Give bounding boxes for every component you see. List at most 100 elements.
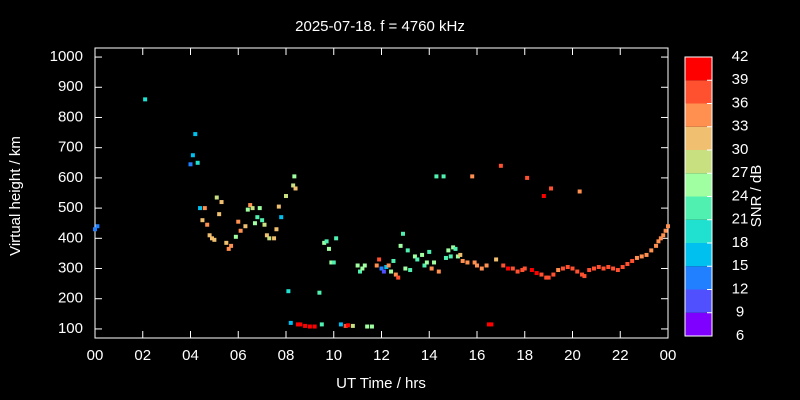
point (264, 233, 269, 238)
plot-frame (94, 47, 669, 339)
point (292, 174, 297, 179)
point (95, 224, 100, 229)
point (666, 224, 670, 229)
colorbar-band (685, 243, 712, 267)
x-tick-label: 00 (660, 347, 677, 364)
point (472, 260, 477, 265)
point (274, 227, 279, 232)
y-tick-label: 800 (58, 108, 83, 125)
point (501, 263, 506, 268)
point (639, 254, 644, 259)
colorbar-tick-label: 33 (732, 118, 749, 135)
point (429, 266, 434, 271)
point (286, 289, 291, 294)
point (522, 266, 527, 271)
point (369, 324, 374, 329)
colorbar-band (685, 196, 712, 220)
point (229, 243, 234, 248)
colorbar-tick-label: 39 (732, 71, 749, 88)
point (506, 266, 511, 271)
point (560, 266, 565, 271)
point (661, 233, 666, 238)
point (634, 255, 639, 260)
y-tick-label: 700 (58, 139, 83, 156)
point (295, 322, 300, 327)
point (214, 195, 219, 200)
y-axis-label: Virtual height / km (7, 136, 24, 256)
point (324, 239, 329, 244)
point (520, 268, 525, 273)
point (293, 186, 298, 191)
point (658, 236, 663, 241)
point (358, 269, 363, 274)
point (510, 266, 515, 271)
point (465, 260, 470, 265)
point (284, 194, 288, 199)
point (233, 234, 238, 239)
point (260, 218, 265, 223)
point (446, 248, 451, 253)
point (656, 239, 661, 244)
colorbar-tick-label: 18 (732, 234, 749, 251)
point (245, 207, 250, 212)
y-tick-label: 200 (58, 290, 83, 307)
point (143, 97, 148, 102)
point (360, 266, 365, 271)
point (276, 204, 281, 209)
colorbar-tick-label: 9 (736, 304, 744, 321)
point (338, 322, 343, 327)
point (611, 266, 616, 271)
point (587, 268, 592, 273)
point (350, 323, 355, 328)
point (663, 228, 668, 233)
colorbar-band (685, 57, 712, 81)
y-tick-label: 1000 (50, 48, 83, 65)
point (212, 237, 217, 242)
point (188, 162, 193, 167)
y-tick-label: 900 (58, 78, 83, 95)
x-tick-label: 12 (373, 347, 390, 364)
point (379, 266, 384, 271)
point (556, 268, 561, 273)
x-tick-label: 14 (421, 347, 438, 364)
point (346, 323, 351, 328)
point (453, 246, 458, 251)
point (644, 252, 649, 257)
chart-title: 2025-07-18. f = 4760 kHz (295, 18, 465, 35)
point (544, 275, 549, 280)
point (546, 275, 551, 280)
point (625, 261, 630, 266)
point (190, 153, 195, 158)
point (93, 227, 97, 232)
point (534, 271, 539, 276)
x-axis-label: UT Time / hrs (336, 375, 426, 392)
colorbar-tick-label: 36 (732, 94, 749, 111)
colorbar-band (685, 150, 712, 174)
point (427, 249, 432, 254)
point (226, 246, 231, 251)
point (479, 266, 484, 271)
point (257, 206, 262, 211)
point (489, 322, 494, 327)
colorbar-label: SNR / dB (748, 165, 765, 228)
point (596, 265, 601, 270)
point (443, 255, 448, 260)
point (279, 215, 284, 220)
point (312, 324, 317, 329)
point (195, 160, 200, 165)
y-tick-label: 500 (58, 199, 83, 216)
y-tick-label: 400 (58, 229, 83, 246)
point (606, 265, 611, 270)
point (393, 272, 398, 277)
point (577, 189, 582, 194)
point (549, 186, 554, 191)
point (262, 222, 267, 227)
x-tick-label: 08 (278, 347, 295, 364)
x-tick-label: 02 (134, 347, 151, 364)
point (319, 322, 324, 327)
colorbar-tick-label: 12 (732, 280, 749, 297)
point (377, 257, 382, 262)
point (408, 268, 413, 273)
